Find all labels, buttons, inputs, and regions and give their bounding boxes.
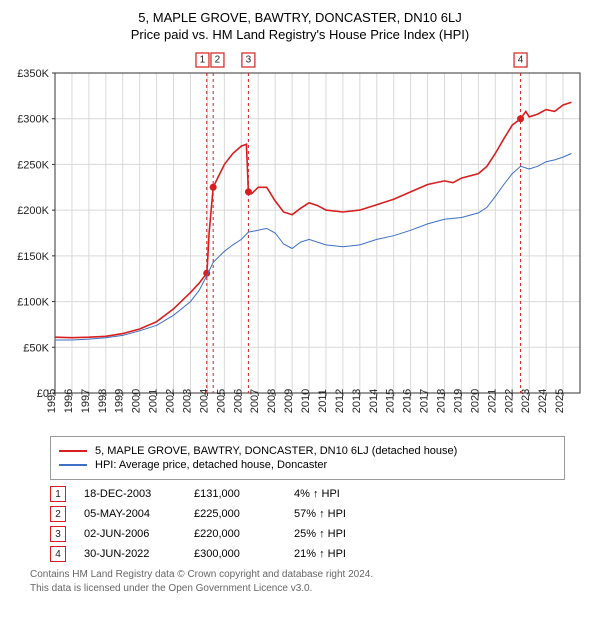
footer-attribution: Contains HM Land Registry data © Crown c… bbox=[30, 568, 565, 595]
legend-swatch bbox=[59, 464, 87, 466]
event-number-box: 1 bbox=[50, 486, 66, 502]
event-price: £300,000 bbox=[194, 548, 294, 560]
svg-text:2025: 2025 bbox=[554, 389, 566, 413]
event-number-box: 2 bbox=[50, 506, 66, 522]
svg-text:2018: 2018 bbox=[436, 389, 448, 413]
svg-text:2013: 2013 bbox=[351, 389, 363, 413]
event-row: 2 05-MAY-2004£225,00057% ↑ HPI bbox=[50, 506, 565, 522]
chart-title: 5, MAPLE GROVE, BAWTRY, DONCASTER, DN10 … bbox=[10, 10, 590, 25]
svg-text:2020: 2020 bbox=[469, 389, 481, 413]
svg-text:2019: 2019 bbox=[452, 389, 464, 413]
svg-text:£250K: £250K bbox=[17, 159, 49, 171]
svg-text:2008: 2008 bbox=[266, 389, 278, 413]
svg-text:2003: 2003 bbox=[181, 389, 193, 413]
legend-label: 5, MAPLE GROVE, BAWTRY, DONCASTER, DN10 … bbox=[95, 445, 457, 457]
event-delta: 21% ↑ HPI bbox=[294, 548, 394, 560]
svg-text:£100K: £100K bbox=[17, 297, 49, 309]
footer-line-1: Contains HM Land Registry data © Crown c… bbox=[30, 568, 565, 582]
svg-text:2007: 2007 bbox=[249, 389, 261, 413]
footer-line-2: This data is licensed under the Open Gov… bbox=[30, 582, 565, 596]
svg-text:2024: 2024 bbox=[537, 389, 549, 413]
legend-swatch bbox=[59, 450, 87, 452]
event-date: 05-MAY-2004 bbox=[84, 508, 194, 520]
chart-subtitle: Price paid vs. HM Land Registry's House … bbox=[10, 27, 590, 42]
svg-text:1: 1 bbox=[200, 55, 206, 66]
event-price: £225,000 bbox=[194, 508, 294, 520]
event-number-box: 3 bbox=[50, 526, 66, 542]
event-delta: 25% ↑ HPI bbox=[294, 528, 394, 540]
event-delta: 57% ↑ HPI bbox=[294, 508, 394, 520]
chart-container: 5, MAPLE GROVE, BAWTRY, DONCASTER, DN10 … bbox=[0, 0, 600, 603]
svg-text:2012: 2012 bbox=[334, 389, 346, 413]
chart-plot-area: £0£50K£100K£150K£200K£250K£300K£350K1995… bbox=[10, 48, 590, 428]
svg-text:1998: 1998 bbox=[97, 389, 109, 413]
svg-text:2005: 2005 bbox=[215, 389, 227, 413]
event-price: £220,000 bbox=[194, 528, 294, 540]
svg-text:1996: 1996 bbox=[63, 389, 75, 413]
svg-text:2014: 2014 bbox=[368, 389, 380, 413]
svg-text:2009: 2009 bbox=[283, 389, 295, 413]
svg-text:2010: 2010 bbox=[300, 389, 312, 413]
svg-text:2016: 2016 bbox=[402, 389, 414, 413]
svg-text:2021: 2021 bbox=[486, 389, 498, 413]
legend: 5, MAPLE GROVE, BAWTRY, DONCASTER, DN10 … bbox=[50, 436, 565, 480]
svg-text:2004: 2004 bbox=[198, 389, 210, 413]
svg-text:4: 4 bbox=[518, 55, 524, 66]
event-row: 4 30-JUN-2022£300,00021% ↑ HPI bbox=[50, 546, 565, 562]
svg-text:2015: 2015 bbox=[385, 389, 397, 413]
svg-text:£300K: £300K bbox=[17, 114, 49, 126]
event-date: 18-DEC-2003 bbox=[84, 488, 194, 500]
svg-text:£350K: £350K bbox=[17, 68, 49, 80]
svg-text:2006: 2006 bbox=[232, 389, 244, 413]
events-table: 1 18-DEC-2003£131,0004% ↑ HPI 2 05-MAY-2004… bbox=[50, 486, 565, 562]
legend-row: 5, MAPLE GROVE, BAWTRY, DONCASTER, DN10 … bbox=[59, 445, 556, 457]
svg-text:2022: 2022 bbox=[503, 389, 515, 413]
svg-text:3: 3 bbox=[246, 55, 252, 66]
legend-label: HPI: Average price, detached house, Donc… bbox=[95, 459, 327, 471]
svg-text:£150K: £150K bbox=[17, 251, 49, 263]
event-number-box: 4 bbox=[50, 546, 66, 562]
svg-text:2023: 2023 bbox=[520, 389, 532, 413]
event-date: 02-JUN-2006 bbox=[84, 528, 194, 540]
event-row: 3 02-JUN-2006£220,00025% ↑ HPI bbox=[50, 526, 565, 542]
event-row: 1 18-DEC-2003£131,0004% ↑ HPI bbox=[50, 486, 565, 502]
event-date: 30-JUN-2022 bbox=[84, 548, 194, 560]
svg-text:1995: 1995 bbox=[46, 389, 58, 413]
svg-text:2: 2 bbox=[215, 55, 221, 66]
svg-text:1999: 1999 bbox=[114, 389, 126, 413]
svg-text:2000: 2000 bbox=[131, 389, 143, 413]
svg-text:2017: 2017 bbox=[419, 389, 431, 413]
svg-text:2001: 2001 bbox=[148, 389, 160, 413]
svg-text:2002: 2002 bbox=[165, 389, 177, 413]
event-price: £131,000 bbox=[194, 488, 294, 500]
chart-svg: £0£50K£100K£150K£200K£250K£300K£350K1995… bbox=[10, 48, 590, 428]
svg-text:£200K: £200K bbox=[17, 205, 49, 217]
svg-text:£50K: £50K bbox=[23, 342, 49, 354]
event-delta: 4% ↑ HPI bbox=[294, 488, 394, 500]
svg-text:1997: 1997 bbox=[80, 389, 92, 413]
legend-row: HPI: Average price, detached house, Donc… bbox=[59, 459, 556, 471]
